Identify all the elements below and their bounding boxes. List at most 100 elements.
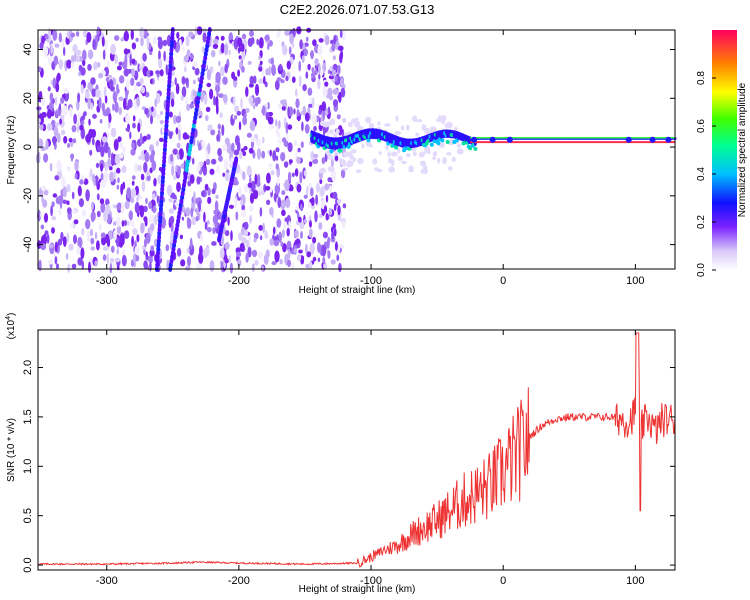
noise-blob xyxy=(266,199,271,205)
noise-blob xyxy=(107,146,111,159)
snr-series-line xyxy=(37,332,676,568)
noise-blob xyxy=(139,207,144,218)
noise-blob xyxy=(46,109,52,119)
noise-blob xyxy=(129,54,132,66)
noise-blob xyxy=(248,96,254,104)
noise-blob xyxy=(259,207,263,217)
colorbar-tick-label: 0.0 xyxy=(696,263,707,277)
noise-blob xyxy=(401,160,407,165)
noise-blob xyxy=(259,37,264,49)
noise-blob xyxy=(61,176,66,188)
noise-blob xyxy=(311,67,315,73)
noise-blob xyxy=(299,171,303,184)
noise-blob xyxy=(186,247,190,254)
noise-blob xyxy=(312,236,317,244)
noise-blob xyxy=(37,66,42,73)
x-tick-label: -100 xyxy=(360,575,382,587)
noise-blob xyxy=(206,82,212,88)
noise-blob xyxy=(300,141,304,149)
noise-blob xyxy=(283,161,289,168)
noise-blob xyxy=(274,184,281,195)
noise-blob xyxy=(77,257,83,266)
noise-blob xyxy=(302,84,307,92)
noise-blob xyxy=(263,254,269,265)
noise-blob xyxy=(269,206,274,216)
noise-blob xyxy=(218,155,223,162)
noise-blob xyxy=(238,121,242,131)
noise-blob xyxy=(76,49,82,56)
noise-blob xyxy=(378,151,383,155)
noise-blob xyxy=(143,205,148,213)
noise-blob xyxy=(56,74,60,85)
noise-blob xyxy=(85,90,90,100)
noise-blob xyxy=(224,63,228,74)
noise-blob xyxy=(209,88,214,100)
noise-blob xyxy=(192,90,198,97)
noise-blob xyxy=(314,210,318,223)
noise-blob xyxy=(261,150,266,159)
noise-blob xyxy=(67,142,71,149)
noise-blob xyxy=(138,155,142,160)
noise-blob xyxy=(139,77,144,85)
noise-blob xyxy=(75,55,81,63)
noise-blob xyxy=(73,113,77,125)
noise-blob xyxy=(133,70,139,81)
noise-blob xyxy=(47,56,52,64)
noise-blob xyxy=(123,230,130,240)
noise-blob xyxy=(224,43,229,56)
x-tick-label: 0 xyxy=(500,275,506,287)
noise-blob xyxy=(54,43,60,48)
noise-blob xyxy=(180,95,184,101)
y-tick-label: -40 xyxy=(22,237,34,253)
noise-blob xyxy=(334,133,338,139)
noise-blob xyxy=(185,35,190,47)
spectrogram-y-axis-label: Frequency (Hz) xyxy=(6,116,17,185)
noise-blob xyxy=(89,168,93,178)
noise-blob xyxy=(140,56,143,68)
noise-blob xyxy=(89,149,93,156)
noise-blob xyxy=(48,259,54,265)
noise-blob xyxy=(50,205,53,217)
noise-blob xyxy=(127,98,133,109)
noise-blob xyxy=(263,184,267,193)
noise-blob xyxy=(432,156,437,160)
noise-blob xyxy=(116,65,122,71)
noise-blob xyxy=(245,86,249,98)
noise-blob xyxy=(350,149,357,154)
noise-blob xyxy=(94,260,98,267)
noise-blob xyxy=(261,136,265,144)
noise-blob xyxy=(408,165,414,172)
noise-blob xyxy=(227,216,230,226)
colorbar-tick-label: 0.4 xyxy=(696,167,707,181)
noise-blob xyxy=(338,91,342,103)
noise-blob xyxy=(116,216,121,228)
noise-blob xyxy=(264,81,268,88)
noise-blob xyxy=(143,260,148,269)
noise-blob xyxy=(388,166,395,173)
noise-blob xyxy=(69,106,73,118)
noise-blob xyxy=(272,150,277,162)
noise-blob xyxy=(272,226,276,235)
noise-blob xyxy=(41,111,47,118)
noise-blob xyxy=(186,217,190,226)
noise-blob xyxy=(212,226,216,235)
noise-blob xyxy=(134,255,140,262)
noise-blob xyxy=(186,103,191,111)
noise-blob xyxy=(212,43,219,50)
noise-blob xyxy=(237,37,243,48)
noise-blob xyxy=(190,54,194,60)
noise-blob xyxy=(114,153,121,165)
noise-blob xyxy=(317,44,323,56)
noise-blob xyxy=(277,197,282,209)
noise-blob xyxy=(271,261,277,266)
noise-blob xyxy=(116,236,120,248)
noise-blob xyxy=(69,223,75,228)
noise-blob xyxy=(319,178,323,185)
x-tick-label: -300 xyxy=(96,275,118,287)
noise-blob xyxy=(149,214,155,225)
noise-blob xyxy=(405,124,410,131)
noise-blob xyxy=(54,175,60,181)
noise-blob xyxy=(319,120,325,126)
noise-blob xyxy=(447,166,453,171)
noise-blob xyxy=(342,220,346,229)
